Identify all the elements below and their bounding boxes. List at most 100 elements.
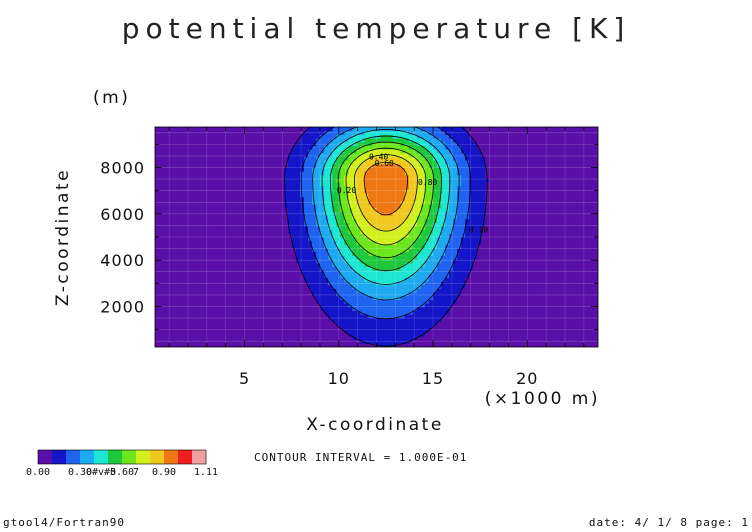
heatmap-cell: [360, 193, 366, 198]
heatmap-cell: [481, 277, 486, 282]
heatmap-cell: [183, 262, 188, 267]
heatmap-cell: [275, 288, 281, 293]
heatmap-cell: [304, 303, 309, 308]
heatmap-cell: [191, 182, 196, 187]
heatmap-cell: [565, 193, 571, 198]
heatmap-cell: [316, 325, 321, 330]
heatmap-cell: [593, 277, 598, 282]
heatmap-cell: [312, 339, 317, 344]
heatmap-cell: [320, 262, 325, 267]
heatmap-cell: [191, 288, 196, 293]
heatmap-cell: [545, 185, 551, 190]
heatmap-cell: [420, 273, 426, 278]
heatmap-cell: [392, 303, 398, 308]
heatmap-cell: [565, 215, 571, 220]
heatmap-cell: [211, 317, 217, 322]
heatmap-cell: [175, 325, 180, 330]
heatmap-cell: [545, 306, 551, 311]
heatmap-cell: [477, 321, 482, 326]
heatmap-cell: [477, 284, 482, 289]
heatmap-cell: [432, 343, 438, 347]
heatmap-cell: [255, 248, 261, 253]
heatmap-cell: [589, 273, 595, 278]
heatmap-cell: [525, 193, 531, 198]
heatmap-cell: [557, 262, 563, 267]
heatmap-cell: [299, 336, 305, 341]
heatmap-cell: [549, 262, 555, 267]
heatmap-cell: [505, 189, 510, 194]
heatmap-cell: [324, 189, 329, 194]
heatmap-cell: [175, 270, 180, 275]
heatmap-cell: [215, 262, 221, 267]
heatmap-cell: [525, 314, 531, 319]
heatmap-cell: [412, 226, 418, 231]
heatmap-cell: [408, 266, 414, 271]
heatmap-cell: [489, 222, 494, 227]
heatmap-cell: [400, 339, 406, 344]
heatmap-cell: [255, 240, 261, 245]
heatmap-cell: [203, 277, 208, 282]
heatmap-cell: [167, 229, 172, 234]
heatmap-cell: [545, 196, 551, 201]
heatmap-cell: [215, 310, 221, 315]
heatmap-cell: [569, 328, 575, 333]
heatmap-cell: [299, 310, 305, 315]
heatmap-cell: [259, 328, 265, 333]
heatmap-cell: [581, 226, 587, 231]
heatmap-cell: [477, 248, 482, 253]
heatmap-cell: [195, 310, 200, 315]
heatmap-cell: [440, 193, 446, 198]
heatmap-cell: [304, 325, 309, 330]
heatmap-cell: [332, 218, 337, 223]
heatmap-cell: [183, 229, 188, 234]
heatmap-cell: [380, 182, 386, 187]
heatmap-cell: [509, 306, 515, 311]
heatmap-cell: [525, 303, 531, 308]
heatmap-cell: [509, 266, 515, 271]
heatmap-cell: [187, 270, 192, 275]
heatmap-cell: [521, 262, 527, 267]
heatmap-cell: [191, 266, 196, 271]
heatmap-cell: [239, 266, 245, 271]
heatmap-cell: [384, 266, 390, 271]
heatmap-cell: [408, 262, 414, 267]
heatmap-cell: [324, 255, 329, 260]
heatmap-cell: [239, 332, 245, 337]
heatmap-cell: [440, 303, 446, 308]
heatmap-cell: [227, 193, 233, 198]
heatmap-cell: [348, 255, 353, 260]
heatmap-cell: [364, 248, 370, 253]
heatmap-cell: [412, 237, 418, 242]
heatmap-cell: [420, 196, 426, 201]
heatmap-cell: [453, 182, 458, 187]
heatmap-cell: [577, 240, 583, 245]
heatmap-cell: [191, 237, 196, 242]
heatmap-cell: [320, 310, 325, 315]
heatmap-cell: [187, 306, 192, 311]
heatmap-cell: [348, 211, 353, 216]
heatmap-cell: [465, 273, 470, 278]
heatmap-cell: [521, 277, 527, 282]
heatmap-cell: [388, 273, 394, 278]
heatmap-cell: [565, 277, 571, 282]
heatmap-cell: [179, 178, 184, 183]
heatmap-cell: [384, 321, 390, 326]
heatmap-cell: [239, 321, 245, 326]
heatmap-cell: [356, 310, 361, 315]
heatmap-cell: [203, 229, 208, 234]
heatmap-cell: [364, 229, 370, 234]
heatmap-cell: [384, 193, 390, 198]
heatmap-cell: [380, 343, 386, 347]
heatmap-cell: [171, 237, 176, 242]
heatmap-cell: [187, 193, 192, 198]
heatmap-cell: [316, 259, 321, 264]
heatmap-cell: [243, 226, 249, 231]
heatmap-cell: [275, 332, 281, 337]
heatmap-cell: [565, 295, 571, 300]
heatmap-cell: [553, 240, 559, 245]
heatmap-cell: [308, 336, 313, 341]
heatmap-cell: [211, 178, 217, 183]
heatmap-cell: [163, 266, 168, 271]
heatmap-cell: [332, 325, 337, 330]
heatmap-cell: [255, 336, 261, 341]
